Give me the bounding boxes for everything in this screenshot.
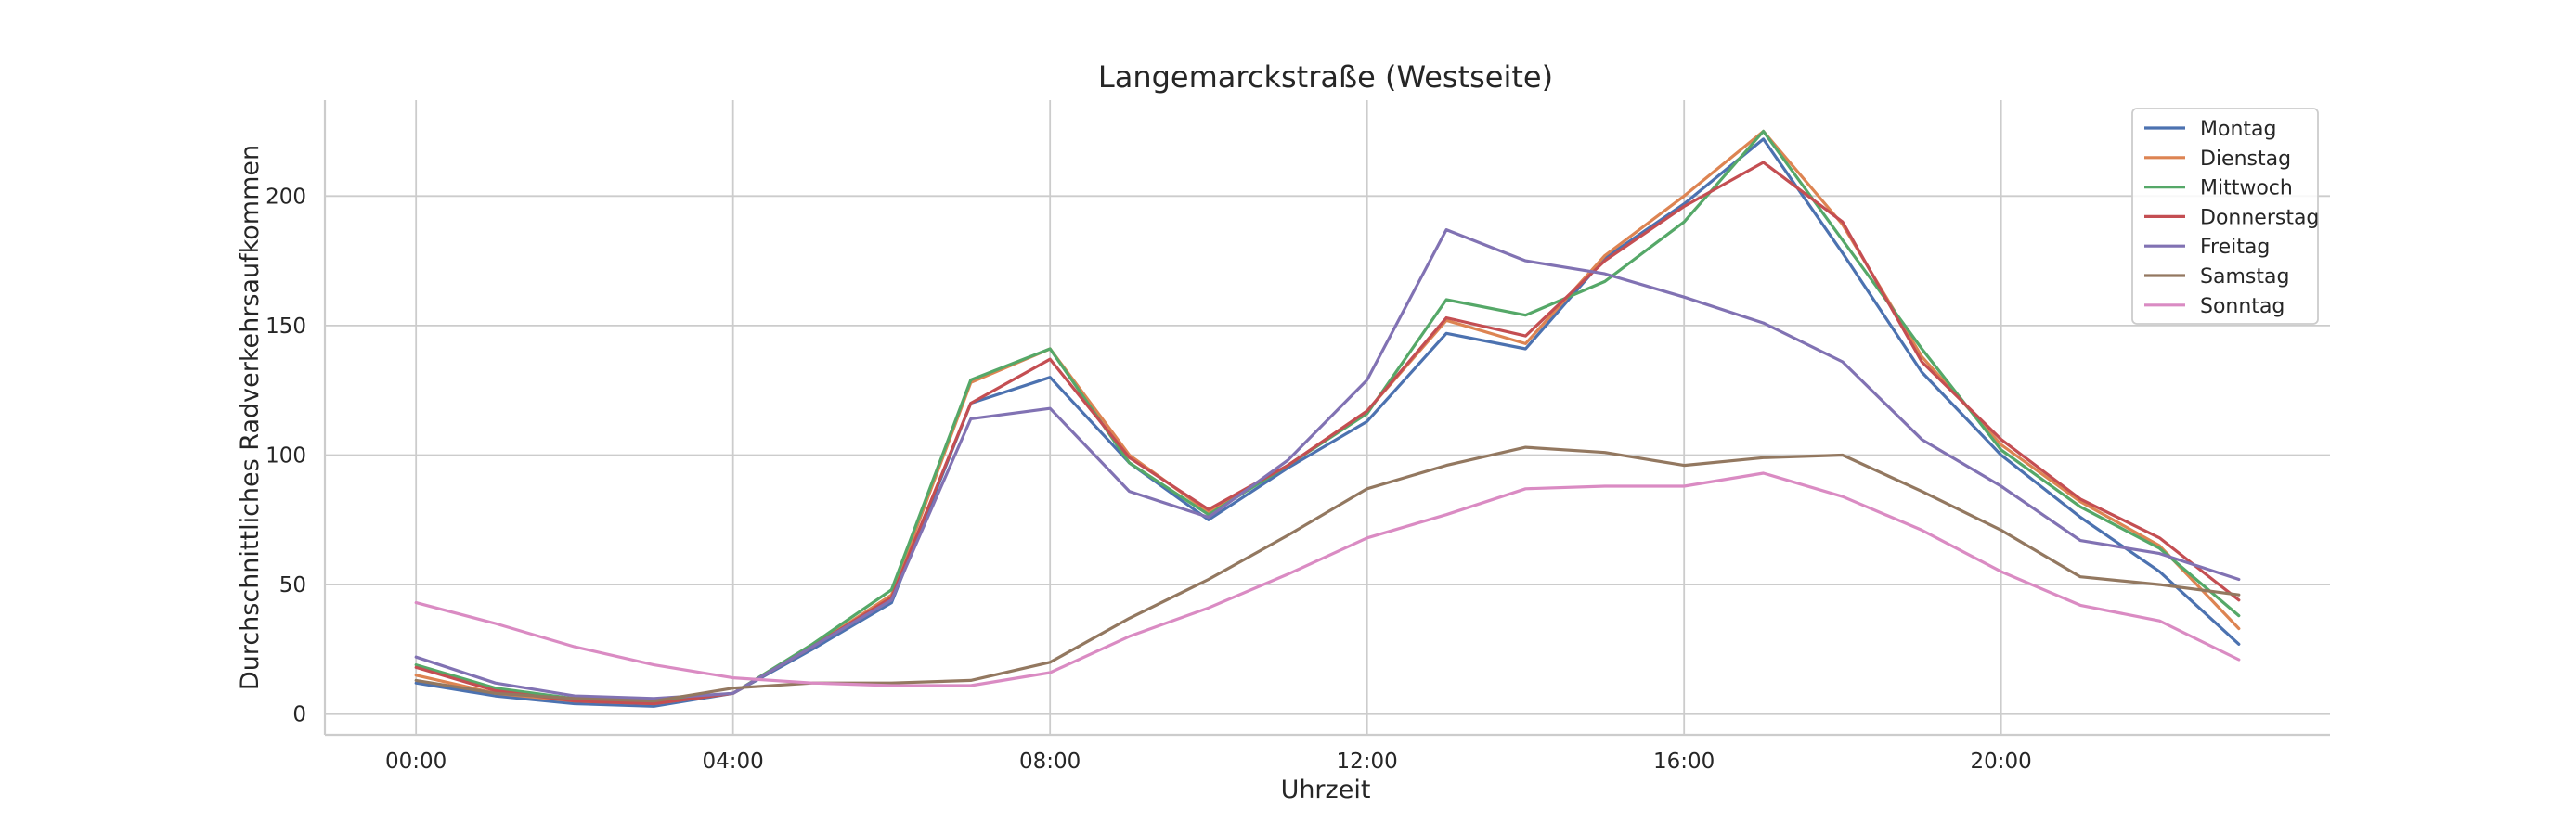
series-line-donnerstag: [414, 161, 2241, 706]
y-tick-label: 100: [265, 443, 306, 468]
series-line-montag: [414, 137, 2241, 708]
x-axis-label: Uhrzeit: [1281, 776, 1371, 804]
legend-label-donnerstag: Donnerstag: [2200, 206, 2319, 229]
y-tick-labels: 0 50 100 150 200: [265, 185, 306, 726]
legend-label-mittwoch: Mittwoch: [2200, 177, 2293, 200]
axes-spines: [323, 100, 2330, 737]
legend: Montag Dienstag Mittwoch Donnerstag Freitag S…: [2131, 108, 2319, 325]
chart-title: Langemarckstraße (Westseite): [1098, 59, 1553, 95]
x-tick-label: 00:00: [385, 750, 447, 774]
x-tick-label: 12:00: [1337, 750, 1398, 774]
x-tick-label: 16:00: [1653, 750, 1715, 774]
x-tick-labels: 00:00 04:00 08:00 12:00 16:00 20:00: [385, 750, 2032, 774]
legend-label-dienstag: Dienstag: [2200, 148, 2291, 171]
y-axis-label: Durchschnittliches Radverkehrsaufkommen: [236, 145, 265, 690]
y-tick-label: 150: [265, 315, 306, 339]
legend-label-samstag: Samstag: [2200, 265, 2289, 289]
legend-box: [2131, 108, 2319, 325]
legend-label-freitag: Freitag: [2200, 236, 2270, 259]
x-tick-label: 20:00: [1971, 750, 2032, 774]
series-lines: [414, 129, 2241, 708]
legend-label-sonntag: Sonntag: [2200, 295, 2285, 318]
legend-label-montag: Montag: [2200, 118, 2276, 141]
x-tick-label: 08:00: [1019, 750, 1081, 774]
x-tick-label: 04:00: [703, 750, 764, 774]
y-tick-label: 0: [292, 703, 306, 727]
y-tick-label: 200: [265, 185, 306, 209]
series-line-freitag: [414, 228, 2241, 700]
series-line-sonntag: [414, 471, 2241, 687]
legend-items: Montag Dienstag Mittwoch Donnerstag Freitag S…: [2144, 118, 2319, 318]
y-tick-label: 50: [279, 573, 306, 597]
grid-lines: [325, 100, 2330, 735]
series-line-samstag: [414, 445, 2241, 703]
